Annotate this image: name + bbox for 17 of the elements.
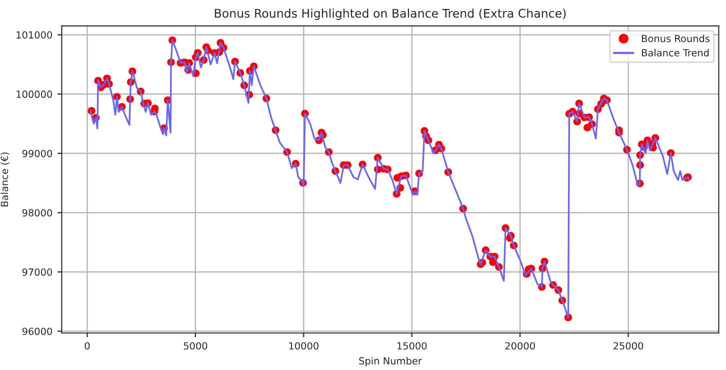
x-tick-label: 5000 xyxy=(184,342,208,350)
y-tick-label: 98000 xyxy=(22,209,52,216)
y-tick-label: 99000 xyxy=(22,150,52,158)
chart-title: Bonus Rounds Highlighted on Balance Trend (Extra Chance) xyxy=(214,8,566,20)
x-tick-label: 20000 xyxy=(505,342,535,350)
x-tick-label: 0 xyxy=(84,342,90,350)
x-tick-label: 25000 xyxy=(614,342,644,350)
y-tick-label: 97000 xyxy=(22,268,52,276)
y-tick-label: 96000 xyxy=(22,328,52,336)
y-tick-label: 100000 xyxy=(16,90,52,98)
x-axis-title: Spin Number xyxy=(359,356,422,366)
y-axis-title: Balance (€) xyxy=(0,152,10,206)
x-tick-label: 10000 xyxy=(289,342,318,350)
y-tick-label: 101000 xyxy=(16,31,52,39)
x-tick-label: 15000 xyxy=(397,342,427,350)
legend-label: Balance Trend xyxy=(642,48,709,56)
legend-label: Bonus Rounds xyxy=(642,34,710,42)
